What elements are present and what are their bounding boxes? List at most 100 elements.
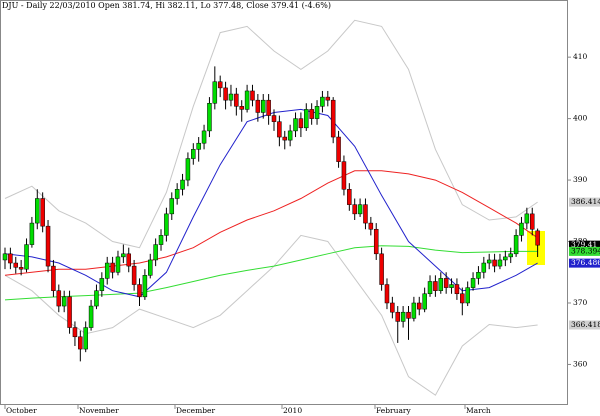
candle-body bbox=[309, 109, 314, 119]
candle-body bbox=[115, 256, 121, 273]
candle-body bbox=[164, 213, 169, 236]
candle-body bbox=[336, 136, 341, 162]
candle-body bbox=[481, 262, 487, 273]
candle-body bbox=[529, 213, 535, 230]
candle-body bbox=[223, 87, 228, 101]
candle-body bbox=[476, 272, 481, 279]
candle-body bbox=[78, 336, 83, 350]
candle-body bbox=[465, 287, 470, 304]
x-tick-label: March bbox=[466, 406, 491, 415]
candle-body bbox=[72, 327, 78, 338]
candle-body bbox=[395, 311, 400, 322]
candle-body bbox=[51, 265, 56, 291]
candle-body bbox=[61, 296, 67, 307]
candle-body bbox=[298, 118, 304, 129]
candle-body bbox=[239, 106, 244, 110]
candle-body bbox=[83, 327, 88, 350]
candle-body bbox=[196, 142, 201, 150]
candle-body bbox=[287, 130, 293, 141]
last-value-box bbox=[569, 246, 600, 256]
x-tick-label: February bbox=[376, 406, 412, 415]
candle-body bbox=[94, 290, 99, 307]
candle-body bbox=[433, 281, 438, 291]
candle-body bbox=[400, 311, 406, 322]
candle-body bbox=[185, 158, 191, 181]
candle-body bbox=[411, 302, 417, 319]
candle-body bbox=[234, 93, 239, 107]
candle-body bbox=[282, 136, 288, 141]
last-value-box bbox=[569, 258, 600, 268]
candle-body bbox=[110, 262, 115, 273]
candle-body bbox=[384, 284, 390, 304]
candle-body bbox=[18, 267, 24, 270]
candle-body bbox=[454, 284, 460, 295]
candle-body bbox=[2, 253, 8, 261]
last-value-label: 379.41 bbox=[571, 240, 597, 249]
x-tick-label: October bbox=[6, 406, 37, 415]
candle-body bbox=[277, 121, 282, 138]
last-value-label: 378.394 bbox=[571, 246, 600, 255]
candle-body bbox=[158, 235, 164, 245]
candle-body bbox=[88, 305, 94, 328]
candle-body bbox=[443, 278, 449, 288]
last-value-label: 386.414 bbox=[571, 197, 600, 206]
candle-body bbox=[104, 262, 110, 279]
x-tick-label: December bbox=[176, 406, 215, 415]
candle-body bbox=[535, 230, 540, 246]
candle-body bbox=[486, 259, 492, 264]
candle-body bbox=[519, 222, 524, 236]
candle-body bbox=[35, 198, 40, 224]
candle-body bbox=[503, 256, 508, 261]
candle-body bbox=[341, 161, 347, 190]
candle-body bbox=[142, 275, 148, 298]
last-value-label: 376.486 bbox=[571, 258, 600, 267]
candle-body bbox=[497, 259, 503, 267]
indicator-line bbox=[4, 170, 538, 276]
candle-body bbox=[304, 109, 309, 129]
y-tick-label: 360 bbox=[573, 359, 588, 368]
candle-body bbox=[260, 99, 266, 113]
candle-body bbox=[67, 296, 72, 328]
y-tick-label: 390 bbox=[573, 175, 588, 184]
candle-body bbox=[169, 198, 175, 215]
candle-body bbox=[460, 293, 465, 304]
y-tick-label: 370 bbox=[573, 298, 588, 307]
candle-body bbox=[153, 244, 158, 261]
candle-body bbox=[379, 253, 384, 285]
candle-body bbox=[320, 96, 325, 107]
last-value-box bbox=[569, 320, 600, 330]
candle-body bbox=[137, 284, 142, 298]
candle-body bbox=[470, 278, 476, 288]
candle-body bbox=[148, 259, 153, 276]
candle-body bbox=[250, 90, 255, 101]
candle-body bbox=[13, 262, 19, 268]
candle-body bbox=[314, 106, 320, 119]
last-value-label: 366.418 bbox=[571, 320, 600, 329]
candle-body bbox=[131, 265, 137, 285]
last-value-box bbox=[569, 240, 600, 250]
candle-body bbox=[56, 290, 62, 307]
y-tick-label: 400 bbox=[573, 114, 588, 123]
candle-body bbox=[438, 278, 444, 291]
candle-body bbox=[212, 81, 218, 104]
candle-body bbox=[217, 81, 223, 89]
candle-body bbox=[330, 99, 336, 138]
plot-frame bbox=[0, 0, 568, 405]
candle-body bbox=[427, 281, 433, 295]
candle-body bbox=[24, 244, 29, 270]
candle-body bbox=[508, 253, 513, 258]
candle-body bbox=[191, 149, 196, 159]
x-tick-label: 2010 bbox=[283, 406, 302, 415]
candle-body bbox=[8, 253, 13, 264]
x-tick-label: November bbox=[79, 406, 119, 415]
candle-body bbox=[449, 284, 454, 288]
indicator-line bbox=[4, 19, 538, 249]
candle-body bbox=[422, 293, 427, 310]
candle-body bbox=[325, 96, 331, 101]
candle-body bbox=[180, 179, 185, 190]
candle-body bbox=[357, 204, 363, 215]
candle-body bbox=[207, 102, 212, 132]
candle-body bbox=[266, 99, 271, 116]
candle-body bbox=[174, 189, 180, 199]
